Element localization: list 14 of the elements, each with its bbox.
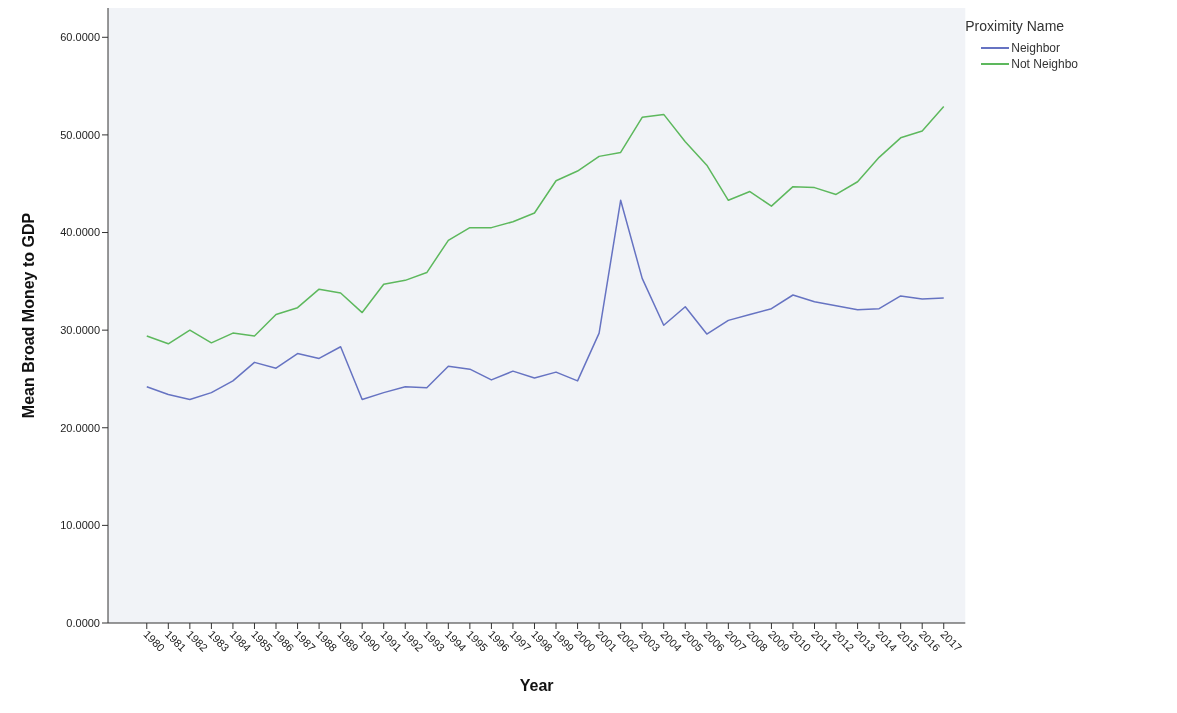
line-series xyxy=(146,199,945,401)
y-axis-title: Mean Broad Money to GDP xyxy=(19,212,37,419)
legend-label: Not Neighbo xyxy=(1011,56,1078,72)
y-tick-label: 10.0000 xyxy=(60,519,100,532)
y-tick-label: 60.0000 xyxy=(60,31,100,44)
y-tick-label: 0.0000 xyxy=(66,616,100,629)
y-tick-label: 40.0000 xyxy=(60,226,100,239)
legend-title: Proximity Name xyxy=(965,18,1066,34)
legend-label: Neighbor xyxy=(1011,40,1060,56)
line-series xyxy=(146,105,945,345)
y-tick-label: 50.0000 xyxy=(60,128,100,141)
y-tick-label: 30.0000 xyxy=(60,324,100,337)
y-tick-label: 20.0000 xyxy=(60,421,100,434)
x-axis-title: Year xyxy=(519,677,554,694)
